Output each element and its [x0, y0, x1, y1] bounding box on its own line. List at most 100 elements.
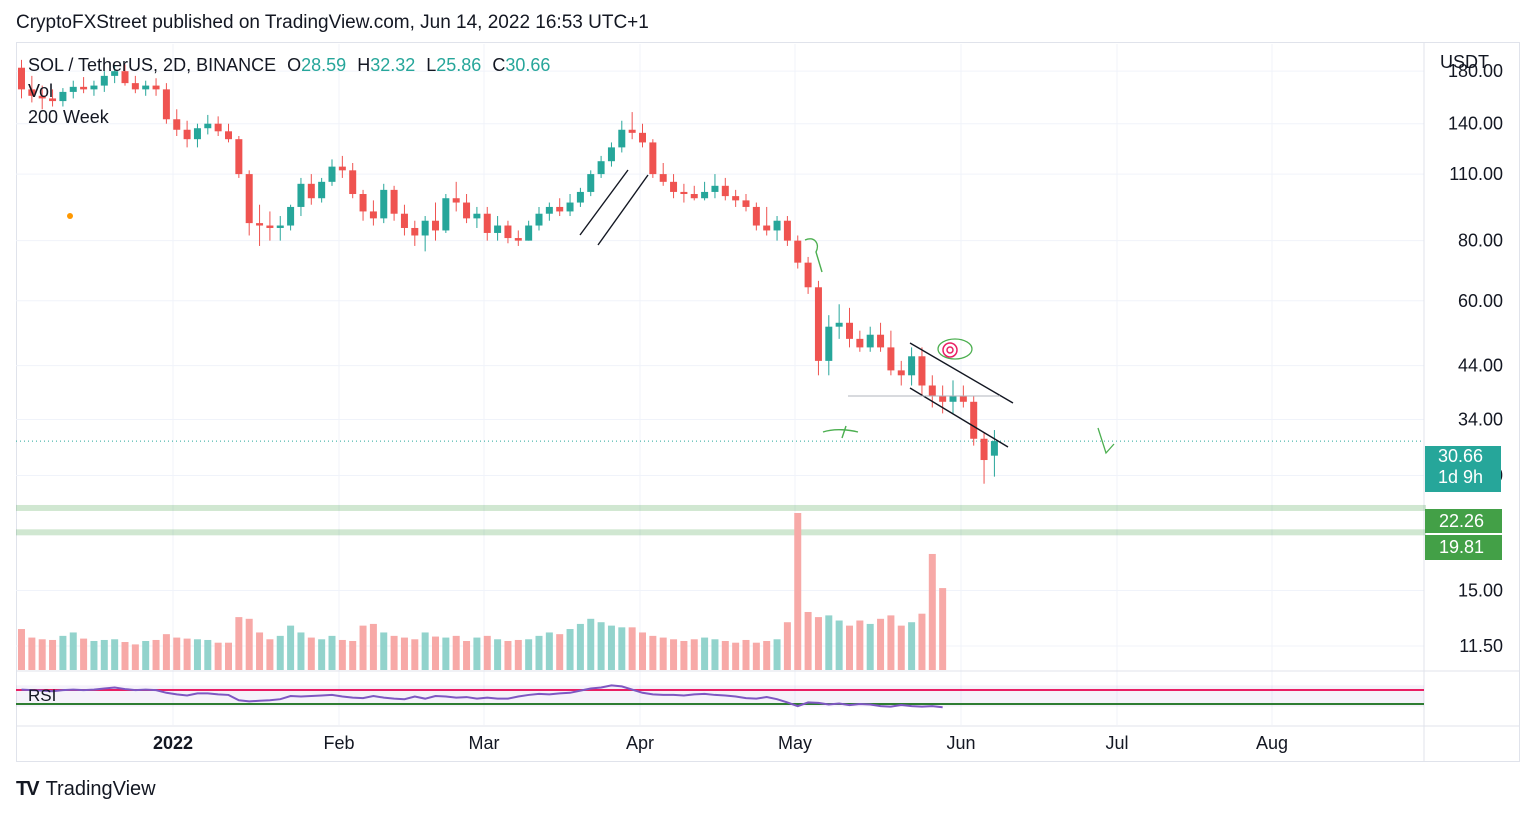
candle-body — [794, 240, 802, 263]
time-tick-label: Apr — [626, 733, 654, 753]
candle-body — [835, 322, 843, 327]
rsi-legend[interactable]: RSI — [28, 686, 57, 705]
candle-body — [783, 220, 791, 241]
candle-body — [173, 119, 181, 130]
currency-label[interactable]: USDT — [1440, 52, 1489, 72]
candle-body — [701, 191, 709, 199]
level-tag-upper: 22.26 — [1425, 509, 1502, 533]
volume-bar — [349, 640, 357, 670]
channel-line — [579, 169, 629, 236]
candle-body — [690, 194, 698, 199]
candle-body — [276, 225, 284, 228]
candle-body — [214, 123, 222, 132]
level-band — [16, 529, 1426, 536]
candle-body — [877, 334, 885, 348]
volume-bar — [721, 640, 729, 670]
volume-bar — [69, 632, 77, 670]
candle-body — [846, 322, 853, 339]
volume-bar — [131, 644, 139, 670]
open-label: O — [287, 55, 302, 75]
channel-line — [909, 342, 1014, 404]
candle-body — [659, 174, 667, 182]
volume-bar — [49, 639, 57, 670]
candle-body — [639, 132, 646, 143]
candle-body — [887, 347, 895, 371]
candle-body — [349, 170, 357, 195]
volume-bar — [297, 632, 305, 670]
volume-bar — [545, 632, 553, 670]
volume-bar — [701, 637, 709, 670]
volume-bar — [866, 623, 874, 670]
candle-body — [711, 185, 719, 192]
candle-body — [432, 220, 439, 231]
price-tick-label: 60.00 — [1458, 291, 1503, 311]
volume-bar — [214, 642, 222, 670]
volume-bar — [18, 629, 25, 670]
volume-bar — [504, 640, 512, 670]
candle-body — [369, 211, 377, 219]
volume-bar — [556, 634, 564, 670]
candle-body — [245, 174, 253, 224]
arrow-down-icon — [1097, 427, 1115, 455]
candle-body — [825, 326, 833, 361]
candle-body — [80, 86, 88, 90]
candle-body — [814, 287, 822, 361]
volume-legend[interactable]: Vol — [28, 81, 54, 101]
candle-body — [411, 227, 419, 236]
candle-body — [297, 183, 305, 207]
candle-body — [266, 225, 274, 228]
volume-bar — [576, 623, 584, 670]
trend-drawings — [67, 169, 1115, 455]
volume-bar — [38, 639, 46, 670]
candle-body — [607, 147, 615, 162]
bar-countdown: 1d 9h — [1437, 467, 1483, 487]
rsi-line — [21, 684, 943, 709]
volume-bar — [411, 639, 419, 670]
moving-average-legend[interactable]: 200 Week — [28, 107, 109, 127]
volume-bar — [856, 620, 864, 670]
candle-body — [525, 225, 533, 241]
symbol-legend[interactable]: SOL / TetherUS, 2D, BINANCE O28.59 H32.3… — [28, 55, 550, 76]
volume-bar — [432, 636, 439, 670]
volume-bar — [307, 637, 315, 670]
volume-bar — [142, 640, 150, 670]
candle-body — [473, 213, 481, 219]
candle-body — [752, 206, 760, 226]
candle-body — [256, 223, 264, 226]
candle-body — [131, 83, 139, 90]
candle-body — [111, 71, 119, 76]
candle-body — [732, 196, 740, 201]
time-tick-label: Feb — [323, 733, 354, 753]
candle-body — [307, 183, 315, 199]
candle-body — [566, 202, 574, 212]
candle-body — [287, 206, 295, 226]
high-label: H — [357, 55, 371, 75]
candle-body — [897, 370, 905, 376]
candle-body — [421, 220, 429, 236]
volume-bar — [763, 640, 771, 670]
volume-bar — [597, 622, 605, 670]
volume-bar — [607, 625, 615, 670]
candle-body — [28, 89, 36, 96]
footer-brand[interactable]: TV TradingView — [16, 778, 156, 801]
volume-bar — [639, 632, 646, 670]
candle-body — [183, 129, 191, 140]
volume-bar — [287, 625, 295, 670]
high-value: 32.32 — [370, 55, 416, 75]
candle-body — [18, 67, 25, 90]
low-label: L — [426, 55, 437, 75]
target-icon — [946, 346, 954, 354]
close-label: C — [492, 55, 506, 75]
candle-body — [338, 166, 346, 171]
candle-body — [152, 85, 160, 90]
candle-body — [721, 185, 729, 197]
volume-bar — [690, 639, 698, 670]
candle-body — [918, 356, 926, 386]
candle-body — [908, 356, 916, 376]
volume-bar — [835, 620, 843, 670]
price-tick-label: 15.00 — [1458, 580, 1503, 600]
candle-body — [980, 438, 988, 461]
price-tick-label: 80.00 — [1458, 231, 1503, 251]
volume-bar — [670, 639, 678, 670]
